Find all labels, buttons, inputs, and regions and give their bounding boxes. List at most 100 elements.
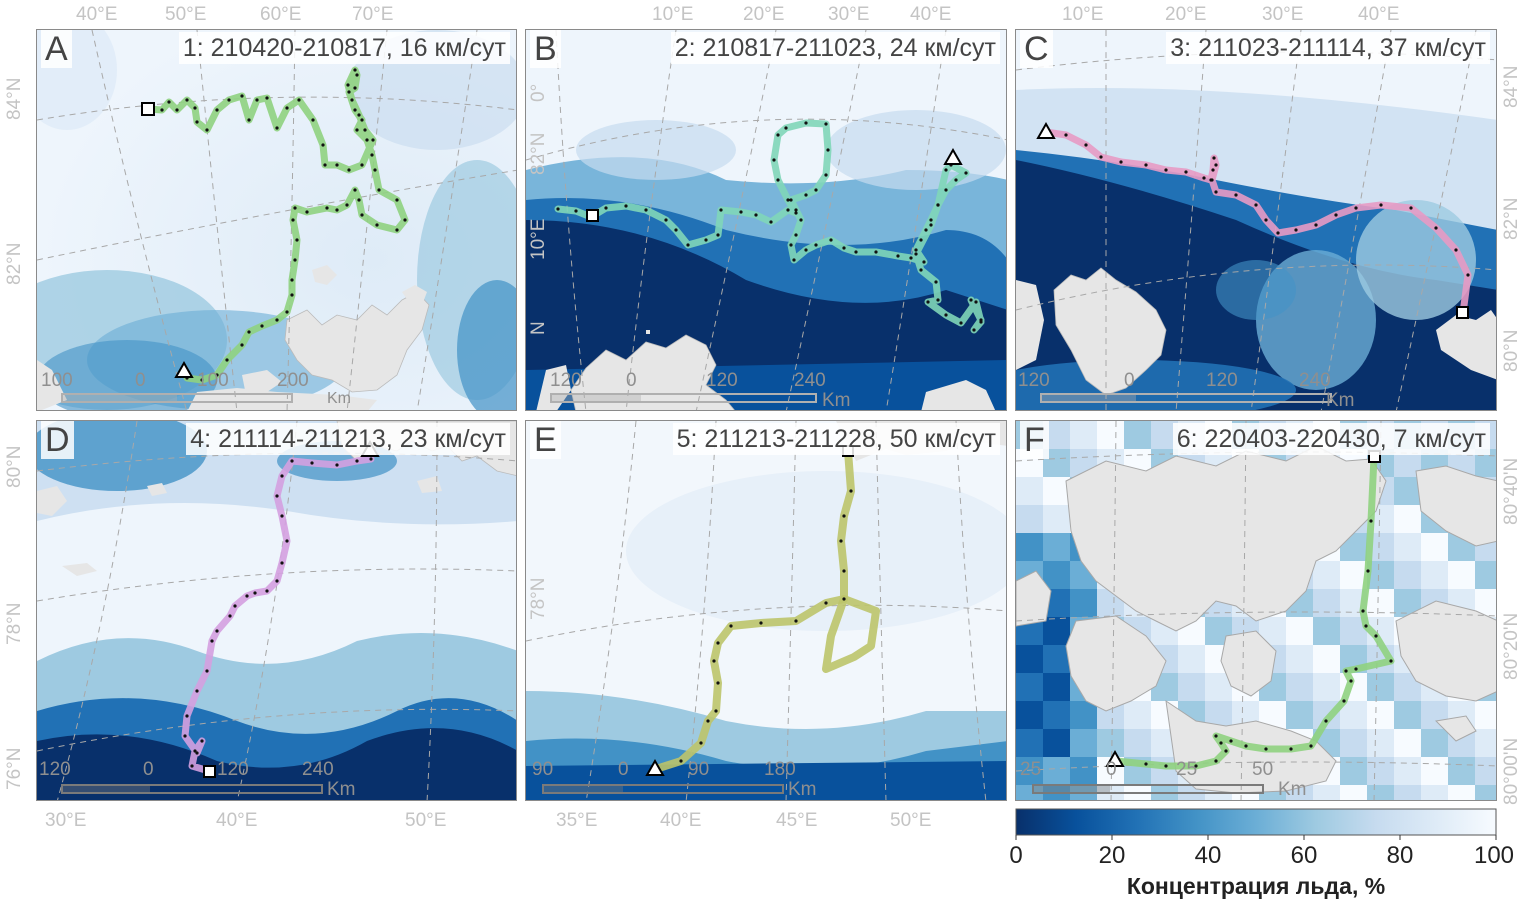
- scale-label-a-0: 100: [41, 370, 73, 391]
- track-point: [215, 108, 219, 112]
- track-point: [260, 324, 264, 328]
- ice-cell: [1367, 785, 1394, 800]
- ice-cell: [1421, 757, 1448, 785]
- track-point: [240, 343, 244, 347]
- lat-label-b-1: 82°N: [528, 132, 549, 175]
- scale-bar-f: [1032, 784, 1264, 794]
- ice-cell: [1394, 757, 1421, 785]
- ice-cell: [1043, 673, 1070, 701]
- track-point: [644, 208, 648, 212]
- ice-cell: [1313, 589, 1340, 617]
- track-point: [280, 514, 284, 518]
- ice-cell: [1394, 561, 1421, 589]
- scale-unit-e: Km: [788, 779, 817, 800]
- track-point: [574, 209, 578, 213]
- lon-label-d-0: 30°E: [45, 810, 87, 831]
- panel-title-a: 1: 210420-210817, 16 км/сут: [178, 32, 510, 64]
- track-point: [1276, 231, 1280, 235]
- track-point: [706, 719, 710, 723]
- track-point: [944, 188, 948, 192]
- track-point: [824, 601, 828, 605]
- track-point: [215, 373, 219, 377]
- track-point: [285, 539, 289, 543]
- track-point: [371, 138, 375, 142]
- ice-cell: [1367, 729, 1394, 757]
- track-point: [247, 330, 251, 334]
- track-point: [919, 238, 923, 242]
- lat-label-f-0: 80°40'N: [1501, 457, 1522, 525]
- lon-label-c-3: 40°E: [1358, 4, 1400, 25]
- ice-cell: [1367, 701, 1394, 729]
- end-square-marker-c: [1456, 306, 1469, 319]
- scale-bar-c: [1040, 393, 1332, 403]
- ice-cell: [1124, 729, 1151, 757]
- track-point: [1364, 624, 1368, 628]
- ice-cell: [1286, 617, 1313, 645]
- drift-track-e: [652, 447, 855, 773]
- track-point: [926, 300, 930, 304]
- track-point: [373, 168, 377, 172]
- track-point: [794, 233, 798, 237]
- panel-title-e: 5: 211213-211228, 50 км/сут: [672, 423, 1000, 455]
- scale-label-d-2: 120: [217, 759, 249, 780]
- ice-cell: [1394, 477, 1421, 505]
- track-point: [335, 463, 339, 467]
- track-point: [739, 210, 743, 214]
- ice-cell: [1124, 421, 1151, 449]
- ice-cell: [1178, 673, 1205, 701]
- ice-cell: [1043, 505, 1070, 533]
- ice-cell: [1313, 617, 1340, 645]
- track-point: [604, 206, 608, 210]
- track-point: [353, 188, 357, 192]
- colorbar-tick-1: 20: [1098, 842, 1126, 869]
- ice-map-a: [37, 30, 516, 410]
- ice-cell: [1313, 673, 1340, 701]
- track-point: [1211, 168, 1215, 172]
- ice-cell: [1421, 729, 1448, 757]
- ice-cell: [1097, 729, 1124, 757]
- scale-unit-b: Km: [822, 390, 851, 411]
- track-point: [193, 106, 197, 110]
- ice-map-e: [526, 421, 1006, 800]
- scale-unit-c: Km: [1326, 390, 1355, 411]
- track-point: [1324, 719, 1328, 723]
- lat-label-d-2: 76°N: [4, 747, 25, 790]
- ice-cell: [1475, 701, 1496, 729]
- panel-title-c: 3: 211023-211114, 37 км/сут: [1166, 32, 1490, 64]
- track-point: [297, 98, 301, 102]
- track-point: [786, 208, 790, 212]
- track-point: [794, 211, 798, 215]
- track-point: [363, 128, 367, 132]
- ice-cell: [1043, 533, 1070, 561]
- track-point: [353, 68, 357, 72]
- track-point: [1214, 734, 1218, 738]
- track-point: [295, 238, 299, 242]
- panel-title-f: 6: 220403-220430, 7 км/сут: [1172, 423, 1490, 455]
- track-point: [719, 208, 723, 212]
- lat-label-c-0: 84°N: [1501, 65, 1522, 108]
- ice-cell: [1070, 701, 1097, 729]
- ice-cell: [1340, 757, 1367, 785]
- track-point: [1466, 273, 1470, 277]
- track-point: [624, 204, 628, 208]
- panel-title-b: 2: 210817-211023, 24 км/сут: [670, 32, 1000, 64]
- ice-cell: [1043, 701, 1070, 729]
- track-point: [754, 213, 758, 217]
- track-point: [776, 133, 780, 137]
- track-point: [1214, 759, 1218, 763]
- ice-cell: [1394, 785, 1421, 800]
- track-point: [954, 178, 958, 182]
- track-point: [936, 298, 940, 302]
- end-triangle-marker-e: [645, 758, 665, 776]
- track-point: [699, 741, 703, 745]
- ice-cell: [1043, 561, 1070, 589]
- track-point: [839, 539, 843, 543]
- track-point: [1342, 699, 1346, 703]
- ice-cell: [1043, 617, 1070, 645]
- track-point: [360, 213, 364, 217]
- track-point: [403, 218, 407, 222]
- track-point: [321, 143, 325, 147]
- track-point: [1144, 163, 1148, 167]
- track-point: [1314, 223, 1318, 227]
- track-point: [190, 764, 194, 768]
